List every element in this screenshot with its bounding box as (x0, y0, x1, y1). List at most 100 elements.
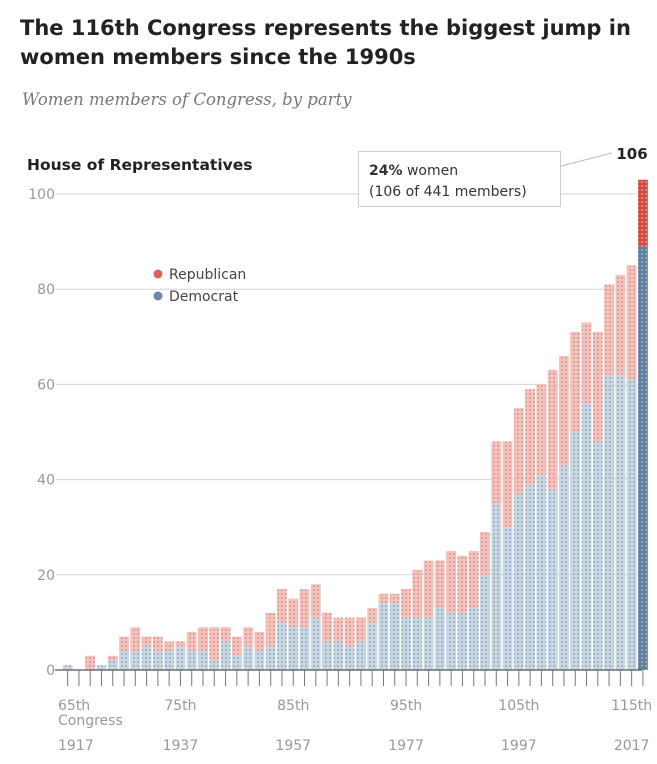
bar-republican-104th (502, 441, 513, 528)
bar-democrat-70th (119, 650, 129, 670)
bar-republican-97th (423, 560, 434, 618)
bar-democrat-84th (277, 622, 287, 670)
legend-swatch-republican (153, 269, 163, 279)
bar-democrat-101st (468, 608, 479, 670)
bar-democrat-114th (615, 374, 626, 670)
bar-democrat-71st (130, 650, 141, 670)
chart-title: The 116th Congress represents the bigges… (20, 16, 631, 69)
bar-democrat-92nd (367, 622, 378, 670)
bar-democrat-65th (62, 665, 73, 670)
annotation-callout: 24% women (106 of 441 members) (358, 151, 561, 207)
bar-democrat-78th (209, 660, 220, 670)
x-tick-label-year: 2017 (614, 738, 650, 754)
bar-republican-79th (220, 627, 231, 642)
bar-democrat-73rd (152, 650, 163, 670)
bar-republican-102nd (480, 531, 490, 575)
bar-democrat-115th (626, 379, 637, 670)
bar-democrat-81st (243, 646, 254, 670)
bar-republican-89th (333, 617, 344, 642)
bar-democrat-95th (401, 617, 411, 670)
x-tick-label-year: 1917 (58, 738, 94, 754)
y-tick-label: 20 (37, 568, 55, 584)
bar-republican-88th (322, 612, 332, 642)
bar-democrat-93rd (378, 603, 389, 670)
bar-democrat-98th (434, 608, 445, 670)
bar-democrat-89th (333, 641, 344, 670)
bar-republican-101st (468, 551, 479, 609)
bar-democrat-106th (525, 484, 536, 670)
x-tick-label-congress: 75th (164, 698, 196, 714)
bar-republican-106th (525, 389, 536, 485)
bar-democrat-105th (513, 493, 524, 670)
bar-democrat-97th (423, 617, 434, 670)
bar-republican-85th (288, 598, 299, 628)
bar-republican-83rd (265, 612, 276, 647)
y-tick-label: 80 (37, 282, 55, 298)
bar-democrat-76th (186, 650, 197, 670)
bar-republican-111th (581, 322, 592, 404)
annotation-percent-text: women (406, 163, 459, 179)
bar-republican-73rd (152, 636, 163, 651)
bar-democrat-100th (457, 612, 468, 670)
x-tick-label-congress: 85th (277, 698, 309, 714)
bar-republican-113th (604, 284, 614, 375)
bar-democrat-111th (581, 403, 592, 670)
bar-republican-75th (175, 641, 186, 647)
bar-democrat-107th (536, 474, 547, 670)
bar-republican-87th (310, 584, 321, 618)
bar-republican-114th (615, 274, 626, 375)
bar-republican-81st (243, 627, 254, 647)
bar-republican-76th (186, 631, 197, 651)
bar-democrat-90th (344, 646, 355, 670)
bar-democrat-68th (96, 665, 107, 670)
bar-republican-112th (592, 332, 603, 442)
bar-democrat-99th (446, 612, 457, 670)
bar-republican-84th (277, 589, 287, 623)
panel-title: House of Representatives (27, 156, 252, 174)
bar-democrat-86th (299, 627, 310, 670)
bar-republican-72nd (141, 636, 152, 647)
bar-democrat-113th (604, 374, 614, 670)
y-tick-label: 60 (37, 377, 55, 393)
bar-republican-108th (547, 370, 558, 490)
legend-label-republican: Republican (169, 267, 246, 283)
bar-democrat-88th (322, 641, 332, 670)
bar-democrat-77th (198, 650, 208, 670)
total-label-116th: 106 (616, 145, 647, 163)
callout-leader (560, 152, 613, 167)
bar-republican-69th (107, 655, 118, 661)
bar-democrat-116th (638, 246, 648, 671)
bar-republican-107th (536, 384, 547, 475)
bar-democrat-108th (547, 489, 558, 670)
bar-democrat-94th (389, 603, 400, 670)
bar-democrat-110th (570, 432, 581, 670)
bar-republican-109th (559, 355, 569, 466)
bar-democrat-69th (107, 660, 118, 670)
bar-republican-74th (164, 641, 175, 651)
y-tick-label: 40 (37, 473, 55, 489)
bar-republican-93rd (378, 593, 389, 604)
bar-democrat-74th (164, 650, 175, 670)
bar-democrat-79th (220, 641, 231, 670)
bar-republican-96th (412, 570, 423, 618)
legend-label-democrat: Democrat (169, 289, 239, 305)
bar-democrat-87th (310, 617, 321, 670)
bar-republican-86th (299, 589, 310, 628)
bar-republican-71st (130, 627, 141, 651)
x-tick-label-congress: 115th (611, 698, 652, 714)
bar-democrat-85th (288, 627, 299, 670)
legend-swatch-democrat (153, 291, 163, 301)
x-tick-label-congress: 65th (58, 698, 90, 714)
bar-republican-94th (389, 593, 400, 604)
x-tick-label-year: 1957 (275, 738, 311, 754)
bar-republican-105th (513, 408, 524, 494)
bar-democrat-91st (356, 641, 366, 670)
bar-democrat-96th (412, 617, 423, 670)
y-tick-label: 0 (46, 663, 55, 679)
bar-republican-67th (85, 655, 96, 670)
bar-democrat-75th (175, 646, 186, 670)
bar-republican-77th (198, 627, 208, 651)
bar-republican-115th (626, 265, 637, 380)
bar-democrat-82nd (254, 650, 265, 670)
